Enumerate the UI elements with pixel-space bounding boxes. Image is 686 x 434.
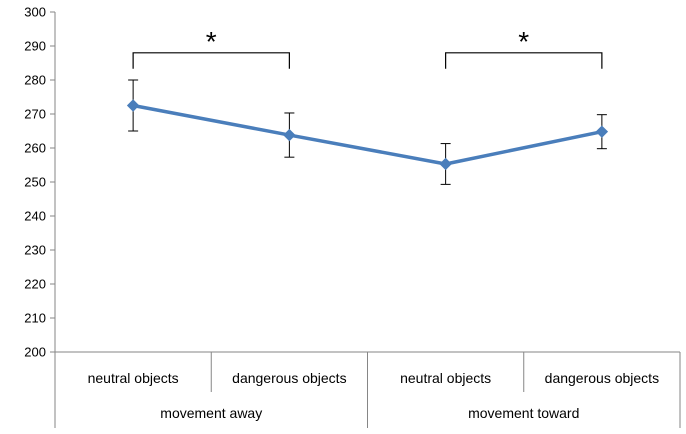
y-tick-label: 230 — [24, 243, 46, 258]
y-tick-label: 220 — [24, 277, 46, 292]
error-bars — [128, 79, 607, 185]
series-lines — [132, 103, 603, 166]
category-label: dangerous objects — [232, 370, 346, 386]
y-tick-label: 290 — [24, 39, 46, 54]
category-label: dangerous objects — [545, 370, 659, 386]
group-label: movement away — [160, 405, 262, 421]
y-tick-label: 250 — [24, 175, 46, 190]
significance-bracket — [132, 52, 290, 69]
group-label: movement toward — [468, 405, 579, 421]
data-points — [126, 99, 609, 171]
y-tick-label: 260 — [24, 141, 46, 156]
significance-star: * — [518, 26, 529, 57]
data-point-diamond — [126, 99, 140, 112]
data-point-diamond — [439, 157, 452, 171]
category-axis: neutral objects dangerous objects neutral … — [54, 352, 681, 428]
y-tick-label: 210 — [24, 311, 46, 326]
series-line — [132, 103, 603, 166]
y-tick-label: 280 — [24, 73, 46, 88]
y-axis-ticks: 200 210 220 230 240 250 260 270 280 290 300 — [24, 5, 55, 360]
y-tick-label: 200 — [24, 345, 46, 360]
significance-annotations: * * — [132, 26, 603, 69]
axes — [54, 12, 680, 353]
y-tick-label: 270 — [24, 107, 46, 122]
data-point-diamond — [283, 128, 296, 142]
category-label: neutral objects — [88, 370, 179, 386]
significance-star: * — [206, 26, 217, 57]
data-point-diamond — [595, 125, 609, 138]
y-tick-label: 300 — [24, 5, 46, 20]
y-tick-label: 240 — [24, 209, 46, 224]
significance-bracket — [445, 52, 603, 69]
category-label: neutral objects — [400, 370, 491, 386]
